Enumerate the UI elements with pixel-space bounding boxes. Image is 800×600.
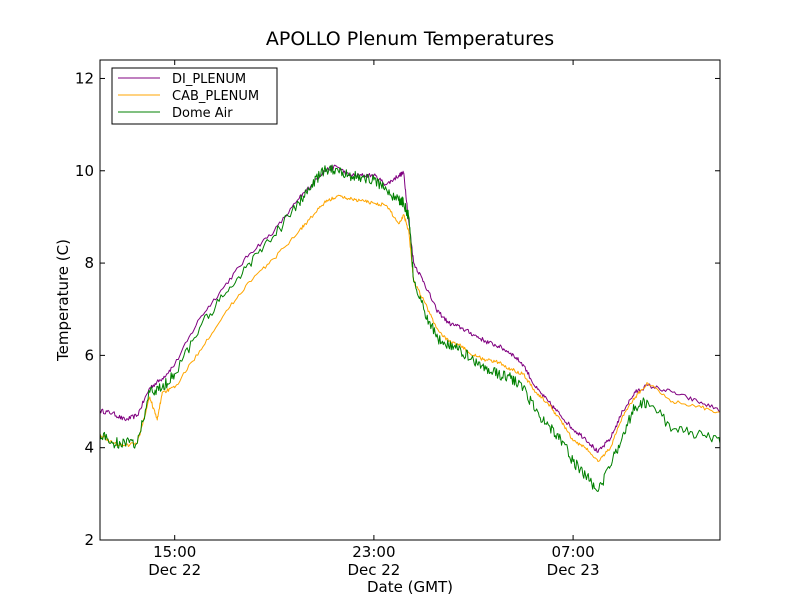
series-lines (100, 164, 720, 493)
y-tick-label: 10 (75, 162, 94, 180)
x-tick-label-date: Dec 23 (547, 561, 600, 579)
legend-label: DI_PLENUM (172, 72, 246, 87)
series-line-di-plenum (100, 164, 720, 453)
x-tick-label-date: Dec 22 (148, 561, 201, 579)
y-tick-label: 2 (84, 531, 94, 549)
plot-area (100, 60, 720, 540)
series-line-cab-plenum (100, 194, 720, 463)
y-tick-label: 8 (84, 254, 94, 272)
series-line-dome-air (100, 164, 720, 493)
legend-label: Dome Air (172, 106, 233, 121)
y-axis-title: Temperature (C) (54, 239, 72, 362)
plot-frame (99, 59, 721, 541)
x-tick-label-time: 15:00 (153, 543, 196, 561)
x-axis-title: Date (GMT) (367, 578, 453, 596)
y-tick-label: 4 (84, 439, 94, 457)
legend: DI_PLENUM CAB_PLENUM Dome Air (111, 67, 278, 125)
y-tick-label: 6 (84, 346, 94, 364)
x-tick-label-time: 23:00 (352, 543, 395, 561)
legend-label: CAB_PLENUM (172, 89, 259, 104)
legend-box (111, 67, 278, 125)
x-tick-label-date: Dec 22 (347, 561, 400, 579)
x-tick-label-time: 07:00 (551, 543, 594, 561)
chart-title: APOLLO Plenum Temperatures (266, 28, 554, 50)
y-tick-label: 12 (75, 69, 94, 87)
y-axis-ticks: 2 4 6 8 10 12 (75, 69, 720, 549)
